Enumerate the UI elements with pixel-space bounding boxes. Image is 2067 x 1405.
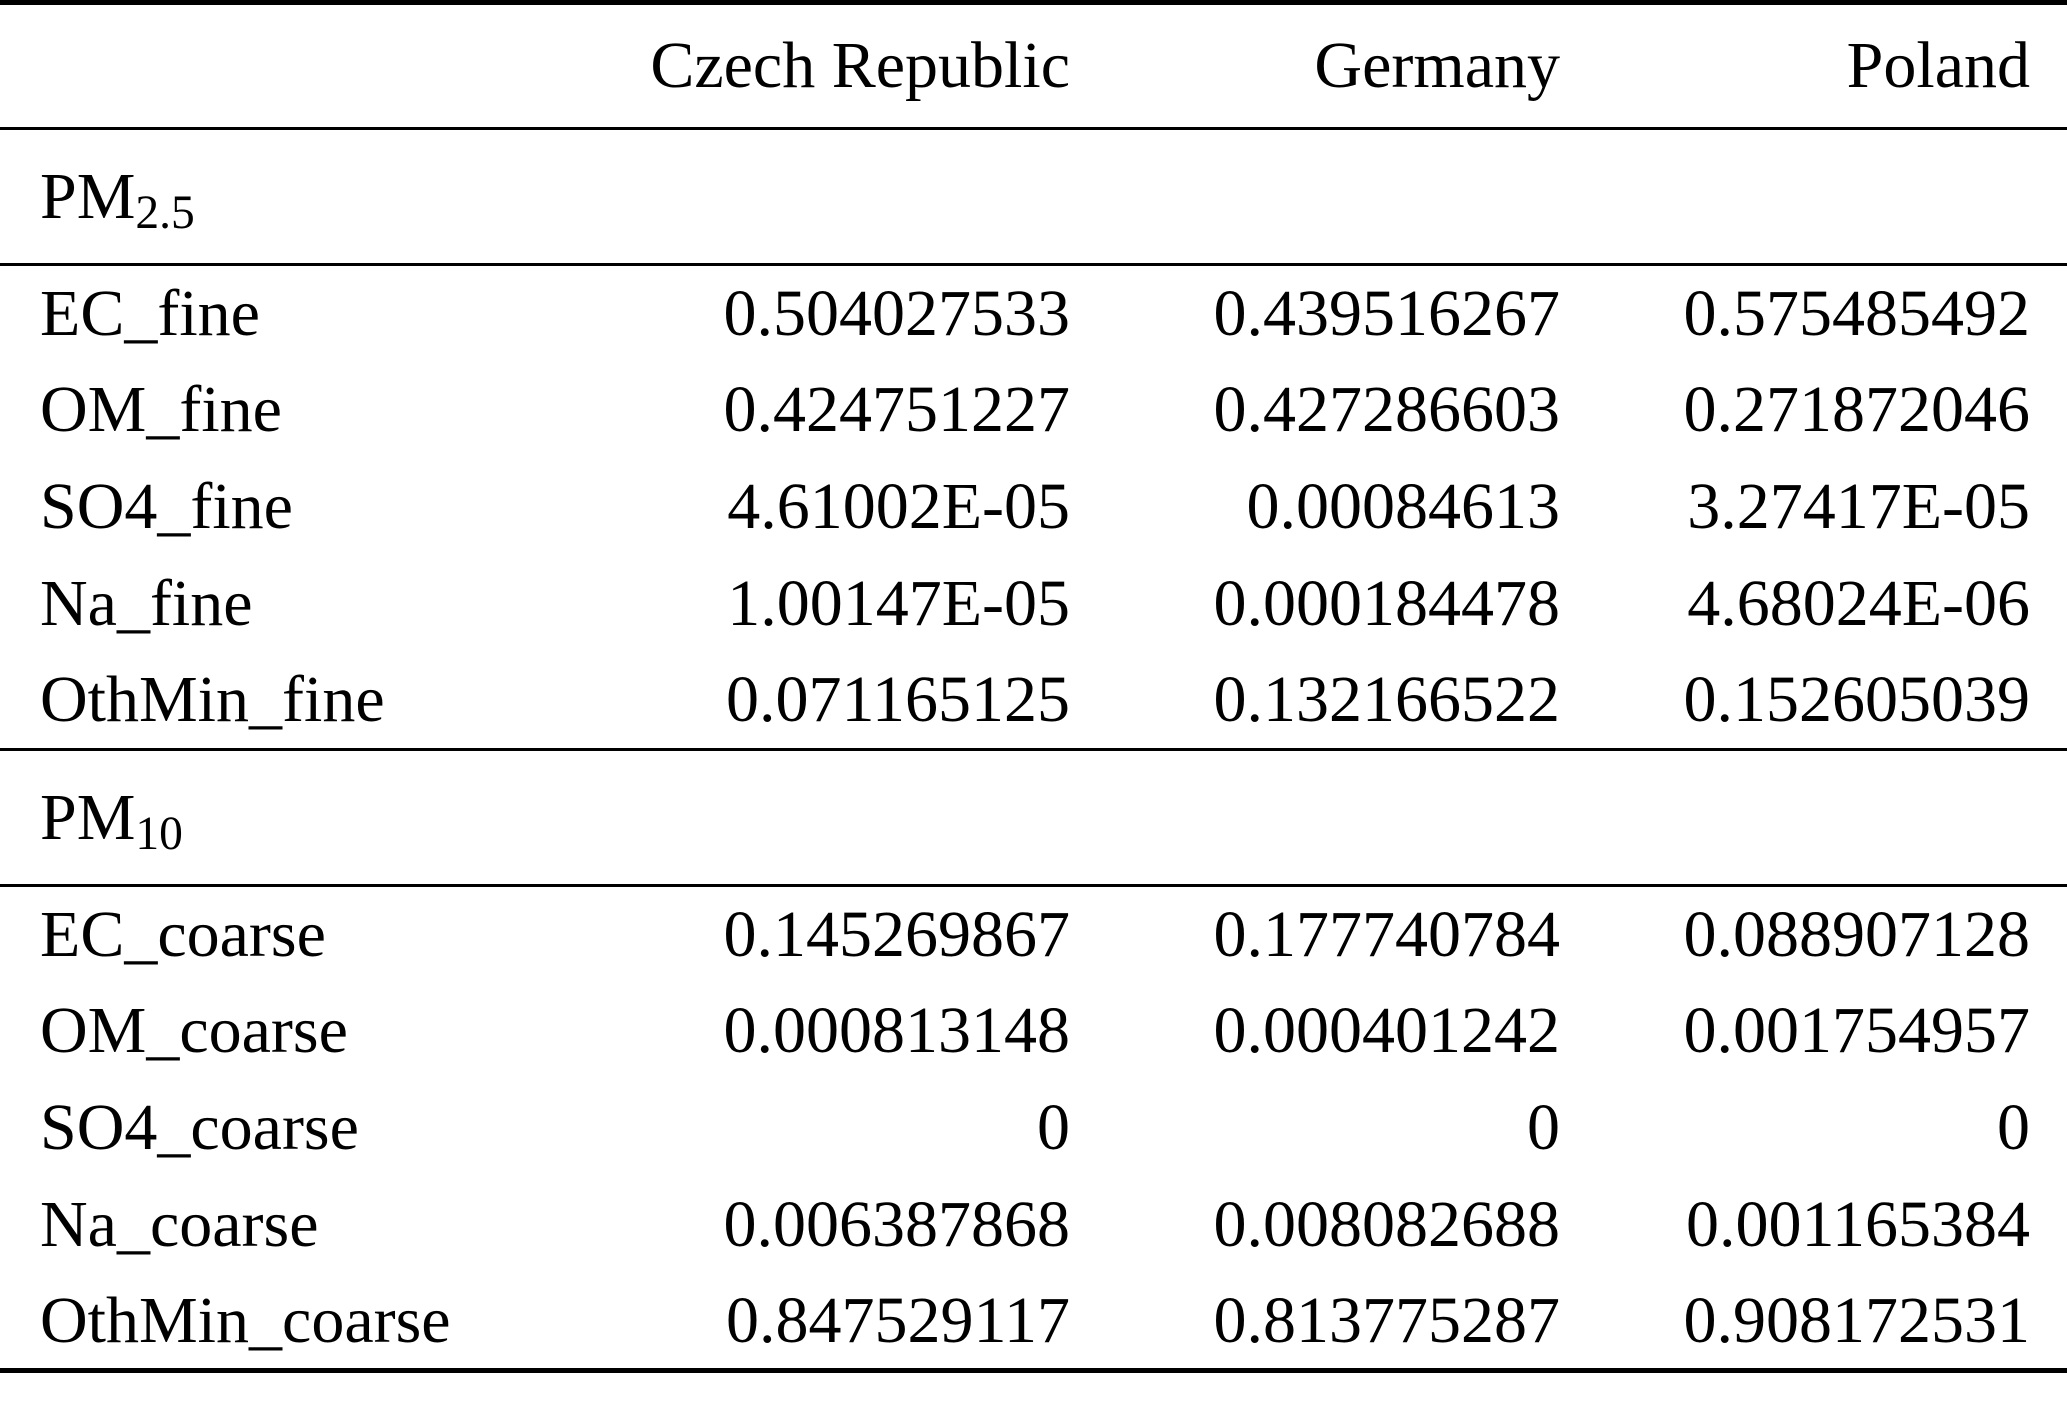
value-cell: 0.001165384: [1685, 1188, 2030, 1261]
value-cell: 0: [1037, 1091, 1070, 1164]
value-cell: 0.006387868: [723, 1188, 1071, 1261]
section-label-pm25: PM2.5: [0, 128, 2067, 266]
row-label: Na_fine: [40, 567, 253, 640]
row-label: OM_fine: [40, 373, 282, 446]
value-cell: 0.847529117: [725, 1283, 1070, 1357]
section-label-sub: 10: [135, 807, 183, 860]
value-cell: 0.071165125: [725, 663, 1070, 737]
value-cell: 0.152605039: [1683, 663, 2031, 737]
value-cell: 4.68024E-06: [1687, 567, 2030, 640]
header-czech-republic: Czech Republic: [600, 2, 1070, 130]
table-row-na-fine: Na_fine 1.00147E-05 0.000184478 4.68024E…: [0, 556, 2067, 653]
section-header-pm10: PM10: [0, 748, 2067, 887]
value-cell: 0.424751227: [723, 373, 1071, 446]
row-label: OthMin_coarse: [40, 1283, 451, 1357]
header-germany: Germany: [1070, 2, 1560, 130]
value-cell: 1.00147E-05: [727, 567, 1070, 640]
value-cell: 3.27417E-05: [1687, 470, 2030, 543]
row-label: EC_fine: [40, 276, 260, 350]
value-cell: 0.908172531: [1683, 1283, 2031, 1357]
value-cell: 0.088907128: [1683, 897, 2031, 971]
value-cell: 4.61002E-05: [727, 470, 1070, 543]
value-cell: 0.271872046: [1683, 373, 2031, 446]
value-cell: 0: [1997, 1091, 2030, 1164]
header-empty: [0, 2, 600, 130]
row-label: Na_coarse: [40, 1188, 319, 1261]
value-cell: 0.000401242: [1213, 994, 1561, 1067]
row-label: SO4_fine: [40, 470, 293, 543]
row-label: OM_coarse: [40, 994, 348, 1067]
section-label-pm10: PM10: [0, 748, 2067, 887]
section-header-pm25: PM2.5: [0, 128, 2067, 266]
composition-table: Czech Republic Germany Poland PM2.5 EC_f…: [0, 0, 2067, 1373]
value-cell: 0.439516267: [1213, 276, 1561, 350]
table-row-so4-fine: SO4_fine 4.61002E-05 0.00084613 3.27417E…: [0, 459, 2067, 556]
row-label: SO4_coarse: [40, 1091, 359, 1164]
table-row-om-coarse: OM_coarse 0.000813148 0.000401242 0.0017…: [0, 983, 2067, 1080]
table-row-so4-coarse: SO4_coarse 0 0 0: [0, 1080, 2067, 1177]
value-cell: 0.504027533: [723, 276, 1071, 350]
table-row-ec-coarse: EC_coarse 0.145269867 0.177740784 0.0889…: [0, 886, 2067, 983]
table-row-othmin-coarse: OthMin_coarse 0.847529117 0.813775287 0.…: [0, 1274, 2067, 1371]
section-label-main: PM: [40, 780, 136, 854]
value-cell: 0.000813148: [723, 994, 1071, 1067]
value-cell: 0: [1527, 1091, 1560, 1164]
table-row-ec-fine: EC_fine 0.504027533 0.439516267 0.575485…: [0, 265, 2067, 362]
table-row-othmin-fine: OthMin_fine 0.071165125 0.132166522 0.15…: [0, 653, 2067, 750]
section-label-sub: 2.5: [135, 186, 195, 239]
section-label-main: PM: [40, 159, 136, 233]
value-cell: 0.145269867: [723, 897, 1071, 971]
value-cell: 0.008082688: [1213, 1188, 1561, 1261]
value-cell: 0.427286603: [1213, 373, 1561, 446]
value-cell: 0.177740784: [1213, 897, 1561, 971]
row-label: OthMin_fine: [40, 663, 385, 737]
table-row-na-coarse: Na_coarse 0.006387868 0.008082688 0.0011…: [0, 1177, 2067, 1274]
row-label: EC_coarse: [40, 897, 326, 971]
value-cell: 0.813775287: [1213, 1283, 1561, 1357]
header-row: Czech Republic Germany Poland: [0, 2, 2067, 130]
value-cell: 0.00084613: [1246, 470, 1561, 543]
header-poland: Poland: [1560, 2, 2067, 130]
value-cell: 0.001754957: [1683, 994, 2031, 1067]
value-cell: 0.575485492: [1683, 276, 2031, 350]
value-cell: 0.132166522: [1213, 663, 1561, 737]
table-row-om-fine: OM_fine 0.424751227 0.427286603 0.271872…: [0, 362, 2067, 459]
value-cell: 0.000184478: [1213, 567, 1561, 640]
